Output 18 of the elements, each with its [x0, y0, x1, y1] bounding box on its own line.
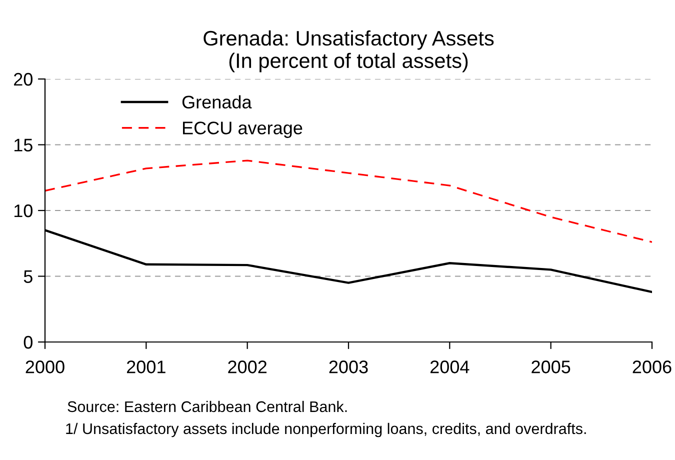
chart-title: Grenada: Unsatisfactory Assets (In percent of total assets) — [204, 30, 494, 72]
y-tick-label: 20 — [14, 72, 32, 86]
x-tick-label: 2002 — [228, 360, 267, 374]
y-tick-label: 10 — [14, 204, 32, 218]
x-tick-label: 2006 — [632, 360, 672, 374]
y-tick-label: 0 — [24, 336, 32, 349]
x-tick-label: 2003 — [329, 360, 368, 374]
legend-label: Grenada — [182, 95, 252, 109]
x-tick-label: 2005 — [532, 360, 570, 374]
source-note: Source: Eastern Caribbean Central Bank. — [68, 400, 347, 412]
x-tick-label: 2001 — [126, 360, 166, 374]
legend-label: ECCU average — [183, 122, 302, 138]
y-tick-label: 5 — [24, 270, 32, 283]
text: 1/ Unsatisfactory assets include nonperforming loans, credits, and overdrafts. — [66, 422, 586, 438]
y-tick-label: 15 — [14, 138, 32, 152]
x-tick-label: 2000 — [26, 360, 64, 374]
x-tick-label: 2004 — [430, 360, 470, 374]
line-series — [45, 160, 652, 243]
